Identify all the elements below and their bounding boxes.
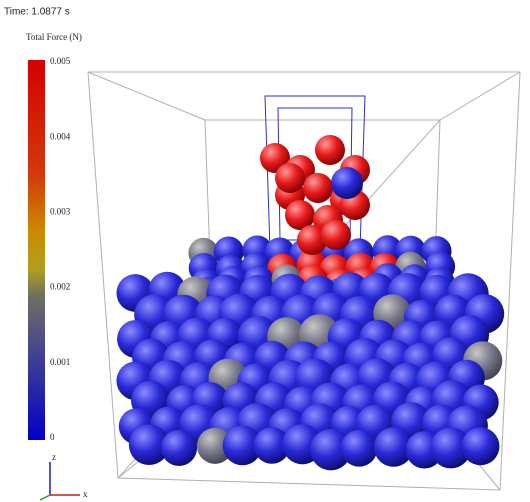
colorbar-ticks: 0.005 0.004 0.003 0.002 0.001 0 — [50, 56, 71, 442]
time-label: Time: 1.0877 s — [4, 7, 70, 18]
colorbar-title: Total Force (N) — [26, 32, 82, 42]
viewport: Time: 1.0877 s Total Force (N) 0.0050.00… — [0, 0, 530, 502]
particle — [341, 430, 378, 467]
colorbar-tick-label: 0.005 — [50, 56, 71, 66]
particle — [321, 220, 351, 250]
axis-triad: z x — [40, 452, 88, 500]
particles — [116, 135, 504, 470]
axis-label-z: z — [52, 452, 56, 462]
colorbar-tick-label: 0.002 — [50, 282, 70, 292]
colorbar-tick-label: 0 — [50, 432, 55, 442]
particle — [161, 430, 197, 466]
particle — [303, 173, 333, 203]
page: Time: 1.0877 s Total Force (N) 0.0050.00… — [0, 0, 530, 502]
colorbar-tick-label: 0.004 — [50, 131, 71, 141]
particle — [315, 135, 345, 165]
colorbar-tick-label: 0.001 — [50, 357, 70, 367]
axis-label-x: x — [83, 489, 88, 499]
particle — [331, 167, 363, 199]
colorbar-tick-label: 0.003 — [50, 206, 71, 216]
colorbar — [28, 60, 45, 440]
particle — [275, 163, 305, 193]
particle — [462, 427, 500, 465]
